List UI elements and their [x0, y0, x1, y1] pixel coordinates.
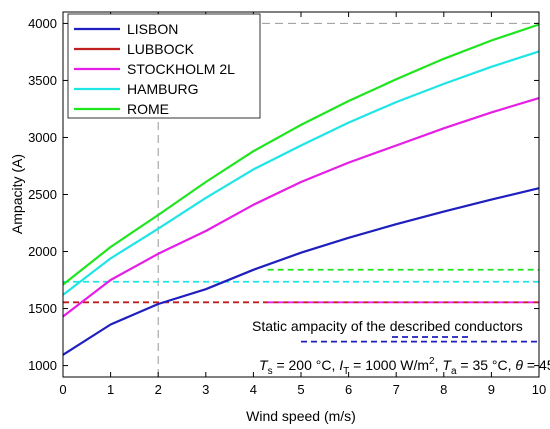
ta-value: = 35 °C, — [457, 357, 516, 373]
legend-box — [67, 13, 261, 119]
legend-label-1: LUBBOCK — [127, 41, 195, 57]
it-subscript: T — [343, 366, 349, 377]
ts-symbol: T — [259, 357, 269, 373]
series-line-4 — [62, 23, 540, 286]
series-line-0 — [62, 187, 540, 356]
x-tick-label: 9 — [488, 382, 495, 397]
y-tick-label: 4000 — [28, 16, 57, 31]
x-tick-label: 0 — [59, 382, 66, 397]
ts-value: = 200 °C, — [273, 357, 340, 373]
legend-label-0: LISBON — [127, 21, 178, 37]
tick-labels: 0 1 2 3 4 5 6 7 8 9 10 1000 1500 2000 2500 3000 3500 4000 — [28, 16, 546, 397]
y-tick-label: 3500 — [28, 73, 57, 88]
axes — [62, 11, 540, 378]
annotations: Static ampacity of the described conduct… — [252, 318, 550, 377]
theta-symbol: θ — [515, 357, 523, 373]
series-line-2 — [62, 97, 540, 318]
y-tick-label: 1500 — [28, 301, 57, 316]
legend: LISBON LUBBOCK STOCKHOLM 2L HAMBURG ROME — [67, 13, 261, 119]
x-tick-label: 4 — [250, 382, 257, 397]
x-tick-label: 10 — [532, 382, 546, 397]
legend-label-3: HAMBURG — [127, 81, 199, 97]
x-tick-label: 6 — [345, 382, 352, 397]
x-tick-label: 5 — [297, 382, 304, 397]
ta-symbol: T — [442, 357, 452, 373]
legend-label-2: STOCKHOLM 2L — [127, 61, 235, 77]
ta-subscript: a — [451, 366, 457, 377]
it-separator: , — [435, 357, 443, 373]
x-tick-label: 2 — [155, 382, 162, 397]
y-tick-label: 3000 — [28, 130, 57, 145]
ts-subscript: s — [268, 366, 273, 377]
static-ampacity-label: Static ampacity of the described conduct… — [252, 318, 523, 334]
y-axis-label: Ampacity (A) — [9, 154, 25, 234]
x-tick-label: 1 — [107, 382, 114, 397]
y-tick-label: 1000 — [28, 358, 57, 373]
legend-label-4: ROME — [127, 101, 169, 117]
series-lines — [62, 23, 540, 356]
x-axis-label: Wind speed (m/s) — [246, 408, 356, 424]
it-symbol: I — [339, 357, 343, 373]
x-tick-label: 8 — [440, 382, 447, 397]
x-tick-label: 3 — [202, 382, 209, 397]
x-tick-label: 7 — [393, 382, 400, 397]
it-superscript: 2 — [429, 356, 435, 367]
y-tick-label: 2000 — [28, 244, 57, 259]
static-ampacity-lines — [63, 268, 539, 343]
series-line-3 — [62, 50, 540, 296]
conditions-text: Ts = 200 °C, IT = 1000 W/m2, Ta = 35 °C,… — [259, 356, 550, 377]
theta-value: = 45 ° — [523, 357, 550, 373]
it-value: = 1000 W/m — [349, 357, 429, 373]
y-tick-label: 2500 — [28, 187, 57, 202]
